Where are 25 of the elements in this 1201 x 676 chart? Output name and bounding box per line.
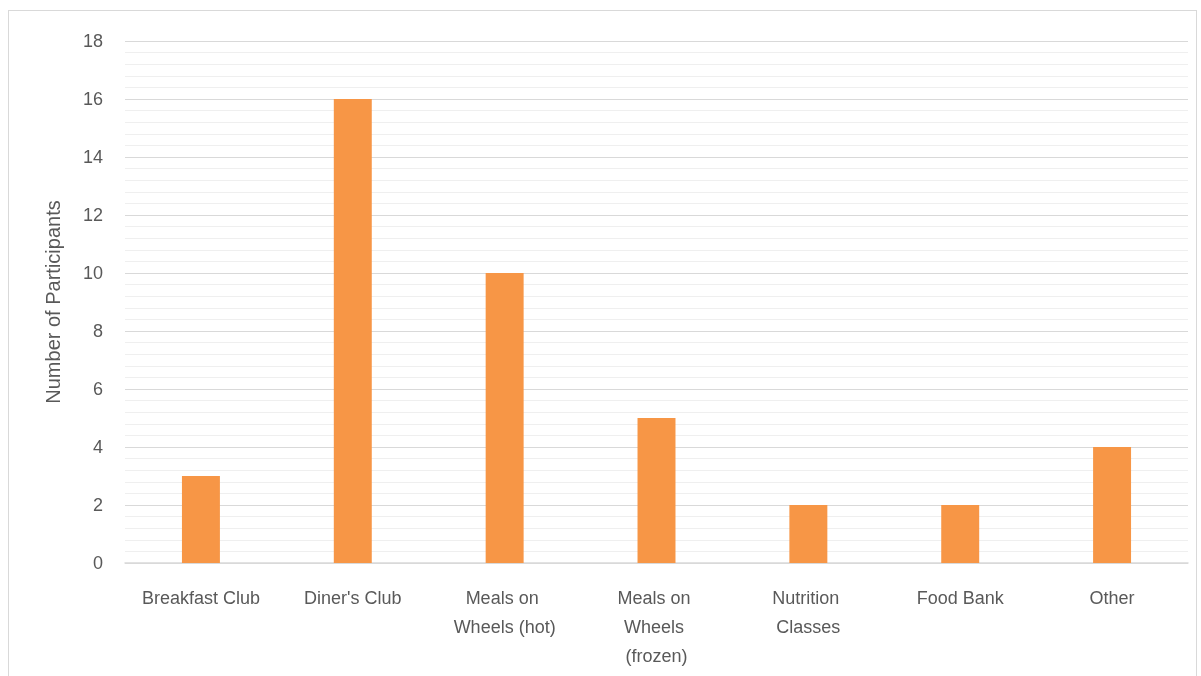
y-axis-title: Number of Participants xyxy=(42,200,64,404)
y-tick-label: 18 xyxy=(82,31,103,51)
bar xyxy=(181,476,220,563)
y-tick-label: 14 xyxy=(82,147,103,167)
y-tick-label: 4 xyxy=(92,437,103,457)
y-tick-label: 2 xyxy=(92,495,103,515)
bar xyxy=(333,99,372,563)
bar xyxy=(789,505,828,563)
y-tick-label: 8 xyxy=(92,321,103,341)
x-tick-label: Other xyxy=(1089,587,1135,608)
bar xyxy=(485,273,524,563)
x-tick-label: Meals on Wheels (frozen) xyxy=(617,587,696,666)
y-tick-label: 0 xyxy=(92,553,103,573)
x-tick-label: Breakfast Club xyxy=(141,587,260,608)
y-tick-label: 16 xyxy=(82,89,103,109)
y-tick-label: 12 xyxy=(82,205,103,225)
y-tick-label: 6 xyxy=(92,379,103,399)
x-tick-label: Diner's Club xyxy=(304,587,402,608)
x-tick-label: Nutrition Classes xyxy=(772,587,845,637)
bar xyxy=(941,505,980,563)
x-tick-label: Food Bank xyxy=(916,587,1005,608)
x-tick-label: Meals on Wheels (hot) xyxy=(453,587,556,637)
bar xyxy=(1093,447,1132,563)
y-tick-label: 10 xyxy=(82,263,103,283)
bar xyxy=(637,418,676,563)
